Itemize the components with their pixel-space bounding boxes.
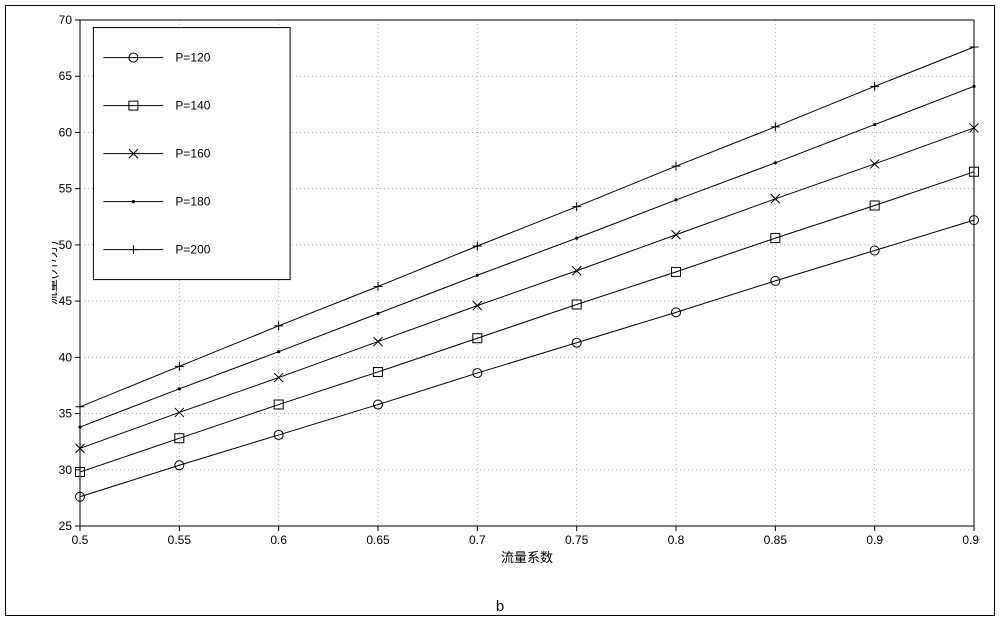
ytick-label: 30 [59,463,73,477]
legend-label: P=180 [175,195,210,209]
figure-frame: 0.5 0.55 0.6 0.65 0.7 0.75 0.8 0.85 0.9 0.95 25 30 3… [0,0,1000,621]
legend-label: P=200 [175,243,210,257]
legend-marker [132,200,135,203]
ytick-label: 50 [59,238,73,252]
xtick-label: 0.75 [565,533,589,547]
xtick-label: 0.55 [168,533,192,547]
ytick-label: 25 [59,519,73,533]
y-axis-label: 流量(升/分) [52,241,59,305]
xtick-label: 0.85 [764,533,788,547]
ytick-label: 40 [59,350,73,364]
plot-area: 0.5 0.55 0.6 0.65 0.7 0.75 0.8 0.85 0.9 0.95 25 30 3… [52,14,980,568]
subplot-label: b [0,598,1000,615]
marker-dot [476,274,479,277]
chart-svg: 0.5 0.55 0.6 0.65 0.7 0.75 0.8 0.85 0.9 0.95 25 30 3… [52,14,980,568]
marker-dot [277,350,280,353]
ytick-label: 65 [59,69,73,83]
ytick-label: 35 [59,407,73,421]
ytick-label: 45 [59,294,73,308]
xtick-label: 0.5 [72,533,89,547]
xtick-label: 0.9 [866,533,883,547]
legend-label: P=160 [175,147,210,161]
marker-dot [78,425,81,428]
ytick-label: 55 [59,182,73,196]
marker-dot [774,161,777,164]
xtick-label: 0.95 [962,533,980,547]
xtick-label: 0.8 [668,533,685,547]
marker-dot [575,237,578,240]
x-axis-label: 流量系数 [501,550,553,565]
marker-dot [674,198,677,201]
ytick-label: 70 [59,14,73,27]
xtick-label: 0.6 [270,533,287,547]
legend-label: P=120 [175,51,210,65]
marker-dot [873,123,876,126]
xtick-label: 0.65 [366,533,390,547]
ytick-label: 60 [59,125,73,139]
xtick-label: 0.7 [469,533,486,547]
marker-dot [376,312,379,315]
marker-dot [178,387,181,390]
marker-dot [972,85,975,88]
legend-label: P=140 [175,99,210,113]
legend: P=120 P=140 P=160 P=180 P=200 [93,28,290,280]
